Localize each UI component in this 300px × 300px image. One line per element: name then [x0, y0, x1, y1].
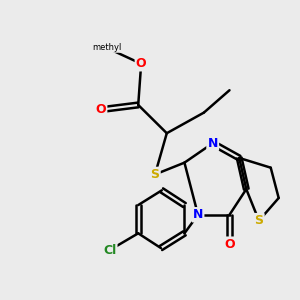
Text: O: O	[95, 103, 106, 116]
Text: N: N	[208, 137, 218, 150]
Text: N: N	[193, 208, 203, 221]
Text: S: S	[254, 214, 263, 227]
Text: O: O	[136, 57, 146, 70]
Text: O: O	[224, 238, 235, 251]
Text: methyl: methyl	[92, 43, 122, 52]
Text: Cl: Cl	[103, 244, 116, 256]
Text: S: S	[151, 168, 160, 181]
